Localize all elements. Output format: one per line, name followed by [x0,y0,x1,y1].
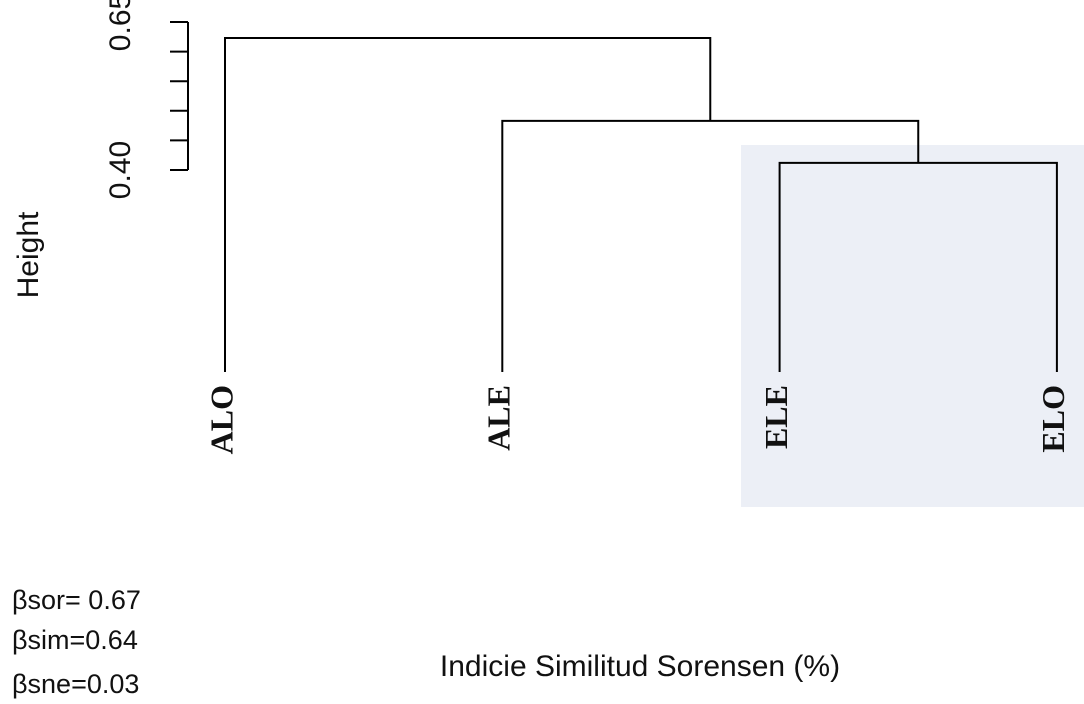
annotation: βsne=0.03 [12,669,139,699]
y-tick-label: 0.40 [104,141,137,199]
x-axis-label: Indicie Similitud Sorensen (%) [440,650,840,683]
leaf-label: ELE [758,385,794,449]
leaf-label: ALE [481,385,517,451]
dendrogram-link [224,36,712,372]
annotation: βsor= 0.67 [12,585,141,615]
leaf-label: ALO [203,385,239,454]
y-axis-label: Height [12,211,45,298]
y-tick-label: 0.65 [104,0,137,51]
annotation: βsim=0.64 [12,625,138,655]
leaf-label: ELO [1035,385,1071,453]
highlight-box [741,145,1084,507]
